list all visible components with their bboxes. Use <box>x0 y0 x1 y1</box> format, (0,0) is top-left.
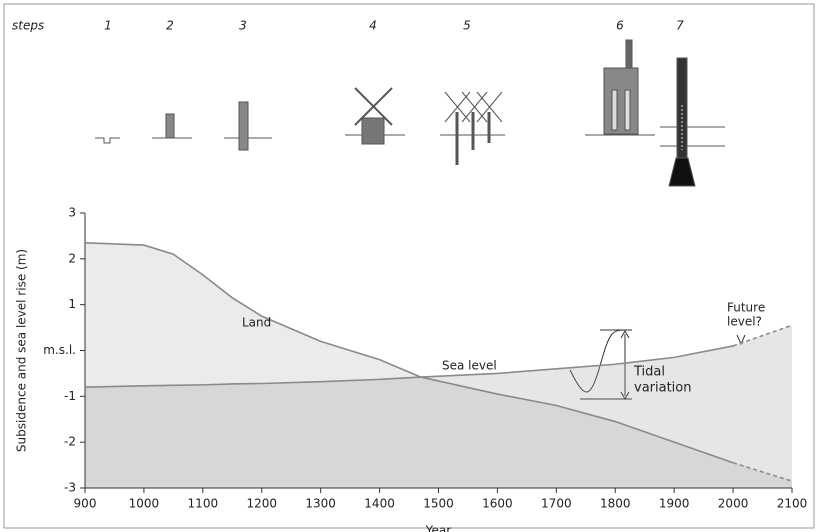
x-tick-label: 1800 <box>600 497 631 511</box>
y-tick-label: 2 <box>68 251 76 265</box>
x-tick-label: 1600 <box>482 497 513 511</box>
series-label: Land <box>242 316 271 330</box>
x-tick-label: 1300 <box>305 497 336 511</box>
annotation: variation <box>634 381 691 396</box>
step-number: 6 <box>616 19 624 33</box>
page: {"chart_data": {"type": "line", "steps_l… <box>0 0 820 532</box>
x-tick-label: 2000 <box>718 497 749 511</box>
step-number: 1 <box>104 19 112 33</box>
y-tick-label: m.s.l. <box>43 343 76 357</box>
x-tick-label: 1900 <box>659 497 690 511</box>
step-number: 2 <box>166 19 174 33</box>
step-number: 5 <box>463 19 471 33</box>
step-icons <box>95 40 725 186</box>
y-tick-label: 3 <box>68 206 76 220</box>
y-tick-label: -1 <box>64 389 76 403</box>
chart: 321m.s.l.-1-2-39001000110012001300140015… <box>0 0 820 532</box>
series-label: Sea level <box>442 359 497 373</box>
annotation: Future <box>727 301 765 315</box>
x-tick-label: 1400 <box>364 497 395 511</box>
y-tick-label: 1 <box>68 297 76 311</box>
annotation: level? <box>727 315 762 329</box>
y-tick-label: -2 <box>64 435 76 449</box>
x-tick-label: 1200 <box>246 497 277 511</box>
step-number: 7 <box>676 19 684 33</box>
x-tick-label: 1500 <box>423 497 454 511</box>
x-tick-label: 900 <box>74 497 97 511</box>
x-tick-label: 1000 <box>129 497 160 511</box>
y-axis-title: Subsidence and sea level rise (m) <box>15 249 29 452</box>
x-tick-label: 1700 <box>541 497 572 511</box>
step-number: 4 <box>369 19 377 33</box>
step-number: 3 <box>239 19 247 33</box>
x-axis-title: Year <box>425 524 451 532</box>
annotation: Tidal <box>633 365 665 380</box>
x-tick-label: 1100 <box>188 497 219 511</box>
x-tick-label: 2100 <box>777 497 808 511</box>
y-tick-label: -3 <box>64 481 76 495</box>
steps-label: steps <box>12 19 44 33</box>
